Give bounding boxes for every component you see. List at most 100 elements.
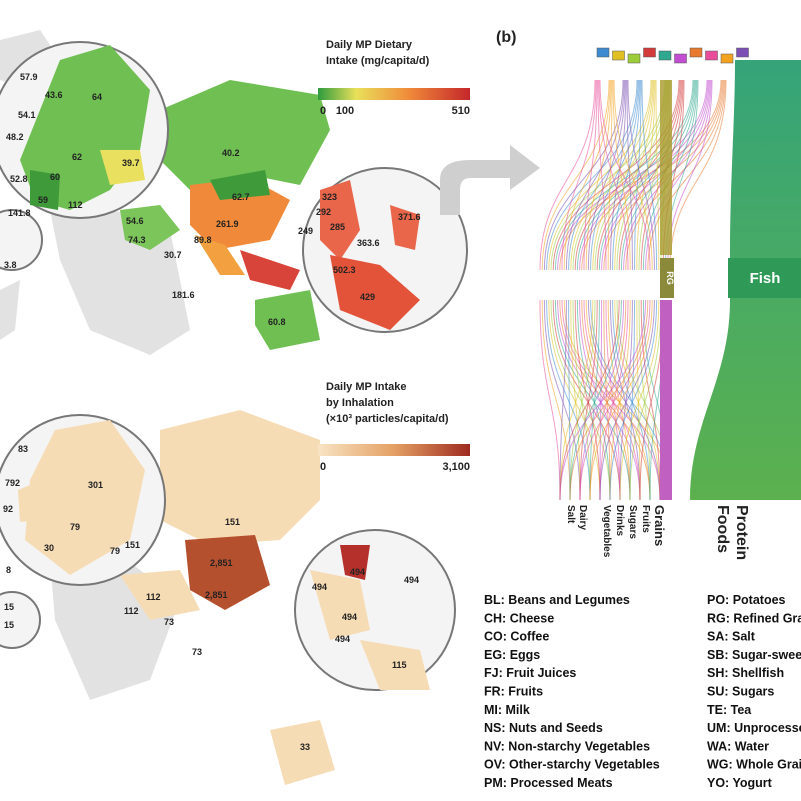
group-label: Dairy xyxy=(577,505,588,530)
map-value: 15 xyxy=(4,620,14,630)
flag xyxy=(705,50,718,61)
map-value: 285 xyxy=(330,222,345,232)
map-value: 494 xyxy=(312,582,327,592)
flow xyxy=(579,79,682,501)
map-value: 2,851 xyxy=(205,590,228,600)
flow xyxy=(548,79,652,501)
map-value: 74.3 xyxy=(128,235,146,245)
map-value: 54.6 xyxy=(126,216,144,226)
flow xyxy=(585,79,651,501)
legend-tick: 0 xyxy=(320,461,326,473)
map-value: 151 xyxy=(225,517,240,527)
arrow xyxy=(440,145,540,215)
map-value: 494 xyxy=(404,575,419,585)
map-value: 33 xyxy=(300,742,310,752)
map-value: 62 xyxy=(72,152,82,162)
abbreviation: SU: Sugars xyxy=(707,685,774,699)
abbreviation: CH: Cheese xyxy=(484,611,554,625)
flow xyxy=(619,79,660,501)
map-value: 89.8 xyxy=(194,235,212,245)
flag xyxy=(612,50,625,61)
flag xyxy=(627,53,641,64)
abbreviation: OV: Other-starchy Vegetables xyxy=(484,758,660,772)
legend-title: by Inhalation xyxy=(326,397,394,409)
flow xyxy=(599,79,710,501)
group-label: Fruits xyxy=(640,505,651,533)
map-value: 73 xyxy=(164,617,174,627)
map-value: 323 xyxy=(322,192,337,202)
flow xyxy=(589,79,696,501)
abbreviation: SB: Sugar-sweetened Beverages xyxy=(707,648,801,662)
map-value: 292 xyxy=(316,207,331,217)
map-value: 3.8 xyxy=(4,260,17,270)
colorbar xyxy=(318,444,470,456)
flow xyxy=(583,79,641,501)
map-value: 79 xyxy=(110,546,120,556)
flow xyxy=(559,79,654,501)
flow xyxy=(597,79,621,501)
abbreviation: UM: Unprocessed Meats xyxy=(707,721,801,735)
abbreviation: FR: Fruits xyxy=(484,685,543,699)
flow xyxy=(561,79,661,501)
node-grains xyxy=(660,300,672,500)
map-value: 64 xyxy=(92,92,102,102)
map-value: 494 xyxy=(342,612,357,622)
abbreviation: FJ: Fruit Juices xyxy=(484,666,576,680)
abbreviation: YO: Yogurt xyxy=(707,776,773,790)
map-value: 73 xyxy=(192,647,202,657)
map-value: 30.7 xyxy=(164,250,182,260)
flow xyxy=(619,79,633,501)
dietary-map xyxy=(0,30,468,355)
flag xyxy=(720,53,734,64)
node-label: Fish xyxy=(750,270,781,287)
flow xyxy=(598,79,629,501)
group-label: Salt xyxy=(565,505,576,524)
map-value: 15 xyxy=(4,602,14,612)
group-label: Foods xyxy=(714,505,731,553)
map-value: 8 xyxy=(6,565,11,575)
inhalation-map xyxy=(0,410,456,785)
abbreviation: WG: Whole Grains xyxy=(707,758,801,772)
flow xyxy=(579,79,651,501)
map-value: 57.9 xyxy=(20,72,38,82)
flow xyxy=(607,79,631,501)
colorbar xyxy=(318,88,470,100)
abbreviation: RG: Refined Grains xyxy=(707,611,801,625)
map-value: 429 xyxy=(360,292,375,302)
flow xyxy=(543,79,624,501)
map-value: 502.3 xyxy=(333,265,356,275)
map-value: 181.6 xyxy=(172,290,195,300)
abbreviation: PM: Processed Meats xyxy=(484,776,613,790)
map-value: 371.6 xyxy=(398,212,421,222)
abbreviation: TE: Tea xyxy=(707,703,752,717)
flow xyxy=(589,79,653,501)
flow xyxy=(599,79,655,501)
abbreviation: NV: Non-starchy Vegetables xyxy=(484,739,650,753)
flow xyxy=(557,79,708,501)
abbreviation: PO: Potatoes xyxy=(707,593,786,607)
flow xyxy=(569,79,726,501)
flag xyxy=(736,47,749,58)
flow xyxy=(559,79,722,501)
map-value: 494 xyxy=(350,567,365,577)
abbreviation: NS: Nuts and Seeds xyxy=(484,721,603,735)
abbreviation: SA: Salt xyxy=(707,630,756,644)
map-value: 115 xyxy=(392,660,407,670)
map-value: 112 xyxy=(124,606,139,616)
map-value: 92 xyxy=(3,504,13,514)
flag xyxy=(596,47,610,58)
group-label: Sugars xyxy=(627,505,638,539)
map-value: 141.8 xyxy=(8,208,31,218)
flow xyxy=(609,79,641,501)
flow xyxy=(581,79,723,501)
abbreviation: SH: Shellfish xyxy=(707,666,784,680)
flow xyxy=(579,79,709,501)
group-label: Grains xyxy=(652,505,667,546)
node-rg xyxy=(660,258,674,298)
flow xyxy=(552,79,680,501)
flow xyxy=(589,79,725,501)
node-fish xyxy=(728,258,801,298)
abbreviation: WA: Water xyxy=(707,739,769,753)
legend-title: Daily MP Dietary xyxy=(326,39,413,51)
